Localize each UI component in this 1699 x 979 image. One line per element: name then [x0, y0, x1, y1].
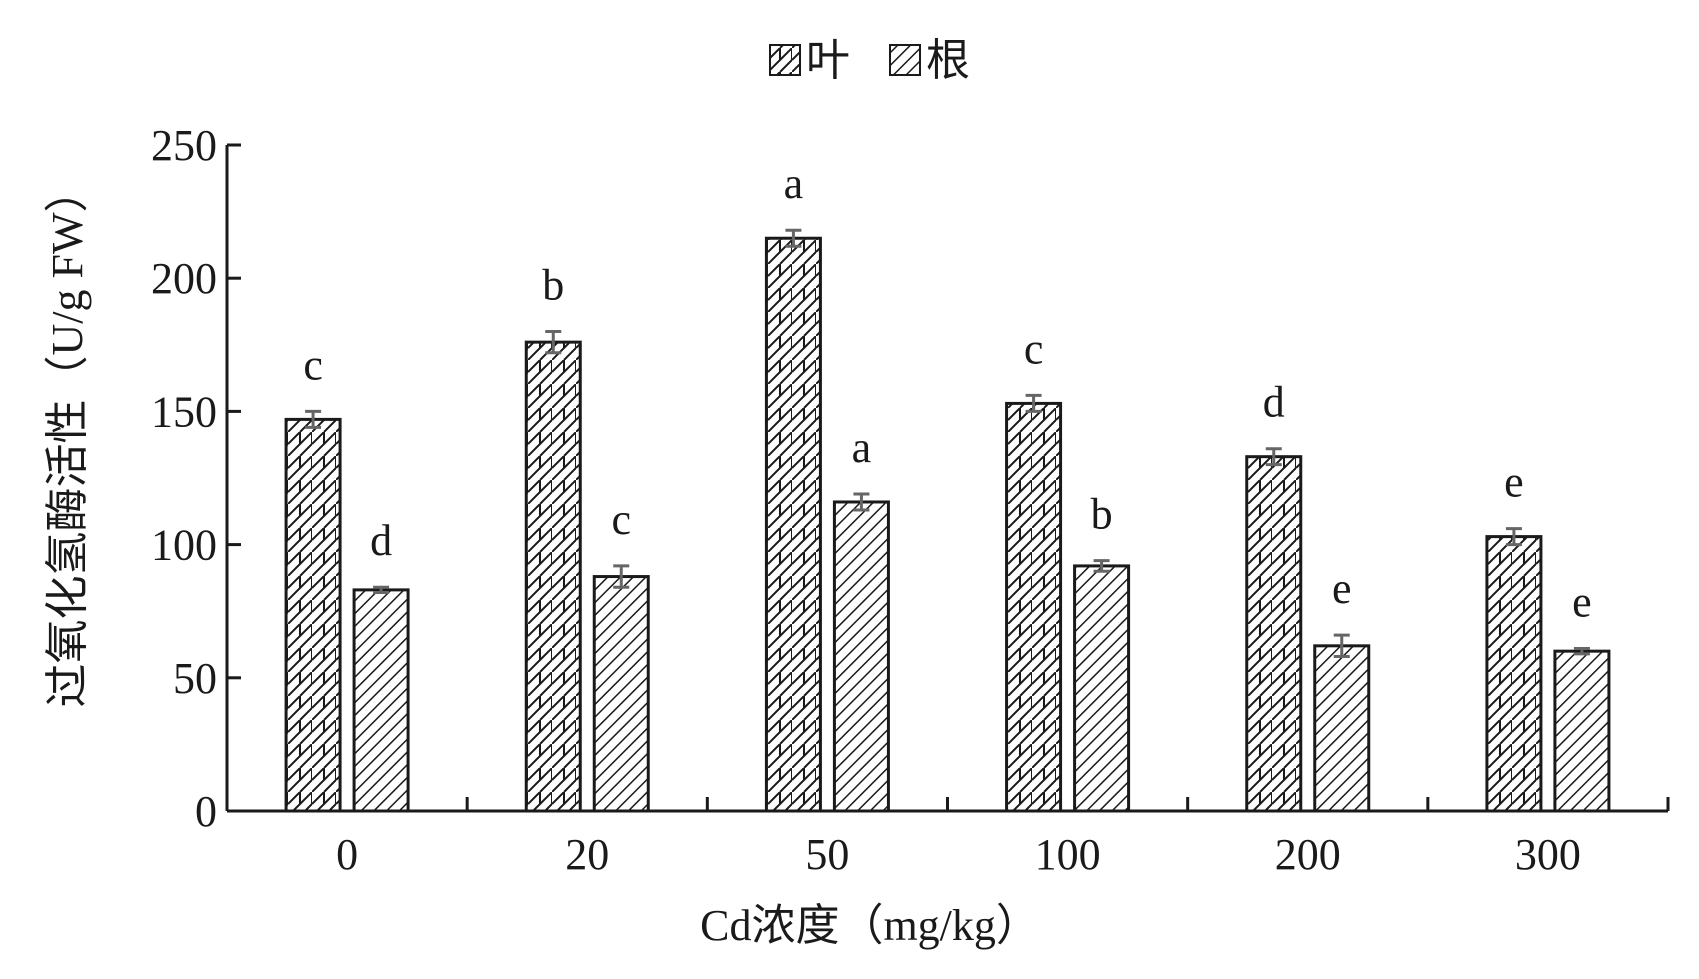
x-tick-label: 0 — [336, 830, 358, 879]
significance-letter: e — [1572, 577, 1592, 626]
bar-leaf — [1245, 455, 1303, 813]
bar-root — [1073, 564, 1131, 813]
x-tick-label: 20 — [565, 830, 609, 879]
y-tick-label: 250 — [151, 121, 217, 170]
labels: c d b c a a c b d e e e — [303, 159, 1591, 626]
legend: 叶 根 — [769, 36, 970, 85]
bar-leaf — [1485, 535, 1543, 813]
significance-letter: a — [784, 159, 804, 208]
legend-label-root: 根 — [926, 36, 970, 85]
axes: 0 50 100 150 200 250 0 20 50 100 200 300 — [151, 121, 1670, 879]
bar-root — [592, 575, 650, 813]
significance-letter: d — [1263, 378, 1285, 427]
y-tick-label: 150 — [151, 387, 217, 436]
legend-swatch-root — [889, 44, 921, 76]
bar-root — [832, 500, 890, 813]
x-tick-label: 50 — [805, 830, 849, 879]
x-tick-label: 100 — [1035, 830, 1101, 879]
significance-letter: c — [1024, 324, 1044, 373]
bar-leaf — [1005, 401, 1063, 813]
significance-letter: b — [1091, 490, 1113, 539]
bar-root — [1553, 649, 1611, 813]
bar-root — [1313, 644, 1371, 813]
y-tick-label: 50 — [173, 654, 217, 703]
significance-letter: e — [1332, 564, 1352, 613]
bar-root — [352, 588, 410, 813]
legend-swatch-leaf — [769, 44, 801, 76]
significance-letter: e — [1504, 458, 1524, 507]
bars — [284, 228, 1611, 813]
significance-letter: c — [611, 495, 631, 544]
legend-label-leaf: 叶 — [806, 36, 850, 85]
bar-leaf — [764, 236, 822, 813]
y-tick-label: 0 — [195, 787, 217, 836]
y-axis-title: 过氧化氢酶活性（U/g FW） — [43, 169, 92, 708]
y-tick-label: 200 — [151, 254, 217, 303]
significance-letter: a — [852, 423, 872, 472]
significance-letter: c — [303, 340, 323, 389]
bar-leaf — [524, 340, 582, 813]
significance-letter: b — [542, 260, 564, 309]
significance-letter: d — [370, 516, 392, 565]
bar-leaf — [284, 417, 342, 813]
x-tick-label: 200 — [1275, 830, 1341, 879]
y-tick-label: 100 — [151, 521, 217, 570]
x-axis-title: Cd浓度（mg/kg） — [700, 901, 1040, 950]
x-tick-label: 300 — [1515, 830, 1581, 879]
